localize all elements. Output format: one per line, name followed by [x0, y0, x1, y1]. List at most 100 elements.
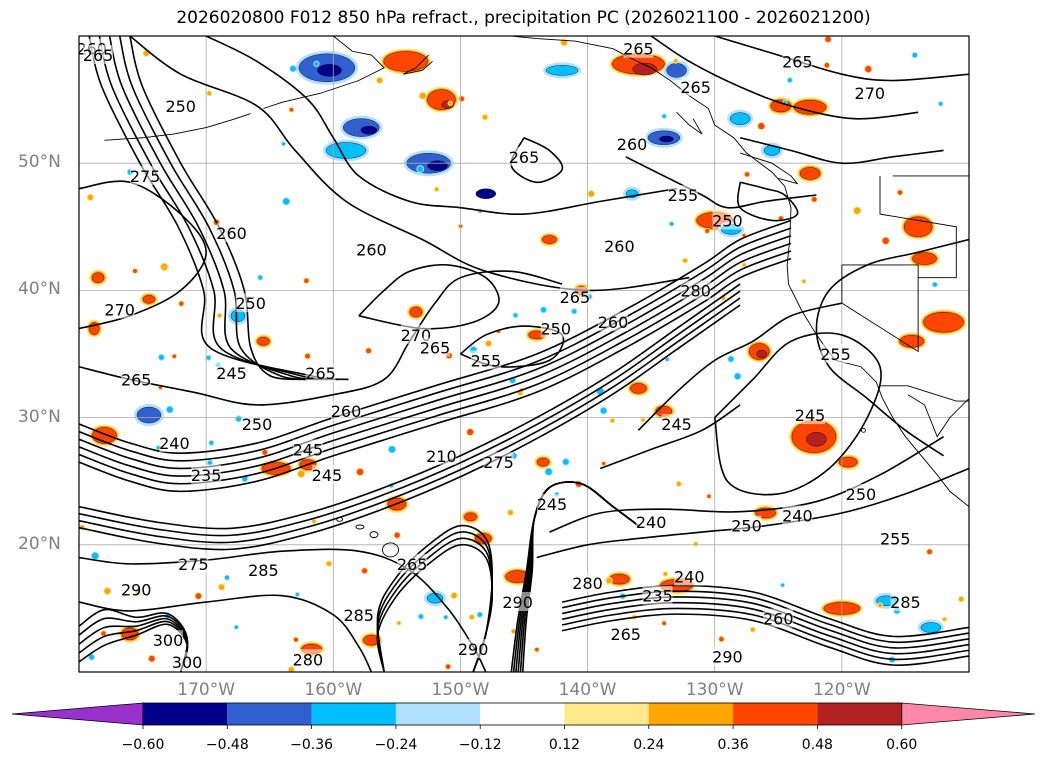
precip-blob	[756, 349, 767, 359]
precip-dot	[313, 60, 320, 67]
precip-dot	[206, 90, 213, 97]
precip-blob	[257, 337, 270, 346]
contour-line	[561, 601, 969, 655]
precip-dot	[443, 614, 449, 620]
contour-label: 245	[795, 406, 826, 425]
contour-label-bg	[731, 515, 762, 535]
contour-label: 245	[537, 495, 568, 514]
contour-label: 245	[312, 466, 343, 485]
precipitation-shading	[79, 36, 967, 672]
contour-label: 285	[248, 561, 279, 580]
precip-dot	[418, 91, 427, 100]
contour-line	[79, 219, 792, 455]
contour-label: 265	[121, 370, 152, 389]
precip-dot	[157, 353, 165, 361]
island-outline	[382, 542, 399, 558]
precip-dot	[733, 372, 742, 381]
contour-label: 235	[191, 466, 222, 485]
contour-label-bg	[292, 649, 323, 669]
contour-line	[600, 404, 741, 470]
contour-label: 250	[712, 211, 743, 230]
contour-label: 285	[343, 606, 374, 625]
contour-label: 265	[83, 46, 114, 65]
precip-dot	[662, 571, 669, 577]
coastline	[263, 36, 385, 109]
contour-label: 290	[121, 580, 152, 599]
precip-dot	[171, 353, 178, 360]
contour-label-bg	[216, 223, 247, 243]
contour-line	[79, 257, 792, 493]
precip-blob	[632, 62, 657, 76]
precip-dot	[296, 469, 306, 479]
precip-blob	[839, 456, 858, 468]
island-outline	[355, 524, 365, 530]
coastline	[880, 385, 969, 402]
precip-blob	[464, 512, 477, 522]
precip-dot	[375, 76, 384, 84]
contour-label: 265	[397, 555, 428, 574]
contour-label-bg	[165, 95, 196, 115]
contour-label-bg	[104, 299, 135, 319]
contour-line	[737, 181, 799, 222]
contour-label: 260	[356, 241, 387, 260]
contour-label-bg	[311, 464, 342, 484]
contour-line	[79, 270, 563, 406]
precip-dot	[257, 274, 264, 281]
precip-dot	[706, 493, 712, 499]
precip-dot	[507, 509, 514, 517]
colorbar-tick-label: −0.48	[205, 737, 249, 753]
contour-label-bg	[680, 76, 711, 96]
precip-dot	[675, 480, 682, 487]
contour-label-bg	[674, 566, 705, 586]
contour-label-bg	[559, 286, 590, 306]
contour-line	[79, 297, 741, 544]
contour-label: 255	[668, 186, 699, 205]
contour-label-bg	[572, 572, 603, 592]
colorbar-tick-label: −0.24	[374, 737, 418, 753]
precip-dot	[86, 193, 95, 201]
contour-line	[650, 36, 919, 120]
contour-line	[561, 607, 969, 661]
contour-label: 245	[216, 364, 247, 383]
precip-blob	[542, 235, 557, 244]
contour-label: 255	[880, 529, 911, 548]
precip-dot	[484, 339, 493, 348]
contour-line	[79, 594, 373, 672]
colorbar-tick-label: 0.60	[886, 737, 918, 753]
precip-dot	[280, 141, 287, 147]
precip-dot	[458, 95, 466, 103]
precip-dot	[90, 551, 100, 561]
contour-label-bg	[509, 146, 539, 166]
contour-label-bg	[130, 165, 161, 185]
contour-label: 255	[471, 351, 502, 370]
contour-label-bg	[458, 639, 489, 659]
contour-label: 250	[242, 415, 273, 434]
contour-label-bg	[890, 592, 921, 612]
contour-line	[118, 36, 319, 381]
contour-line	[561, 613, 969, 666]
longitude-label: 140°W	[558, 680, 617, 700]
precip-dot	[661, 620, 668, 627]
precip-dot	[601, 460, 607, 467]
precip-blob	[923, 312, 964, 333]
contour-line	[108, 36, 329, 381]
contour-line	[205, 36, 677, 216]
precip-dot	[640, 417, 646, 423]
precip-dot	[661, 113, 667, 119]
precip-dot	[911, 51, 919, 59]
precip-dot	[178, 300, 185, 307]
contour-label: 245	[293, 440, 324, 459]
contour-label: 290	[712, 648, 743, 667]
coastline	[907, 394, 969, 438]
precip-dot	[88, 653, 96, 661]
precip-dot	[957, 595, 965, 603]
contour-line	[376, 524, 494, 672]
precip-dot	[131, 267, 139, 275]
precip-dot	[512, 312, 519, 319]
contour-label: 250	[235, 294, 266, 313]
precip-dot	[325, 560, 333, 567]
precip-dot	[217, 583, 226, 591]
coastline	[879, 175, 957, 279]
contour-label-bg	[292, 439, 323, 459]
contour-line	[79, 290, 741, 537]
